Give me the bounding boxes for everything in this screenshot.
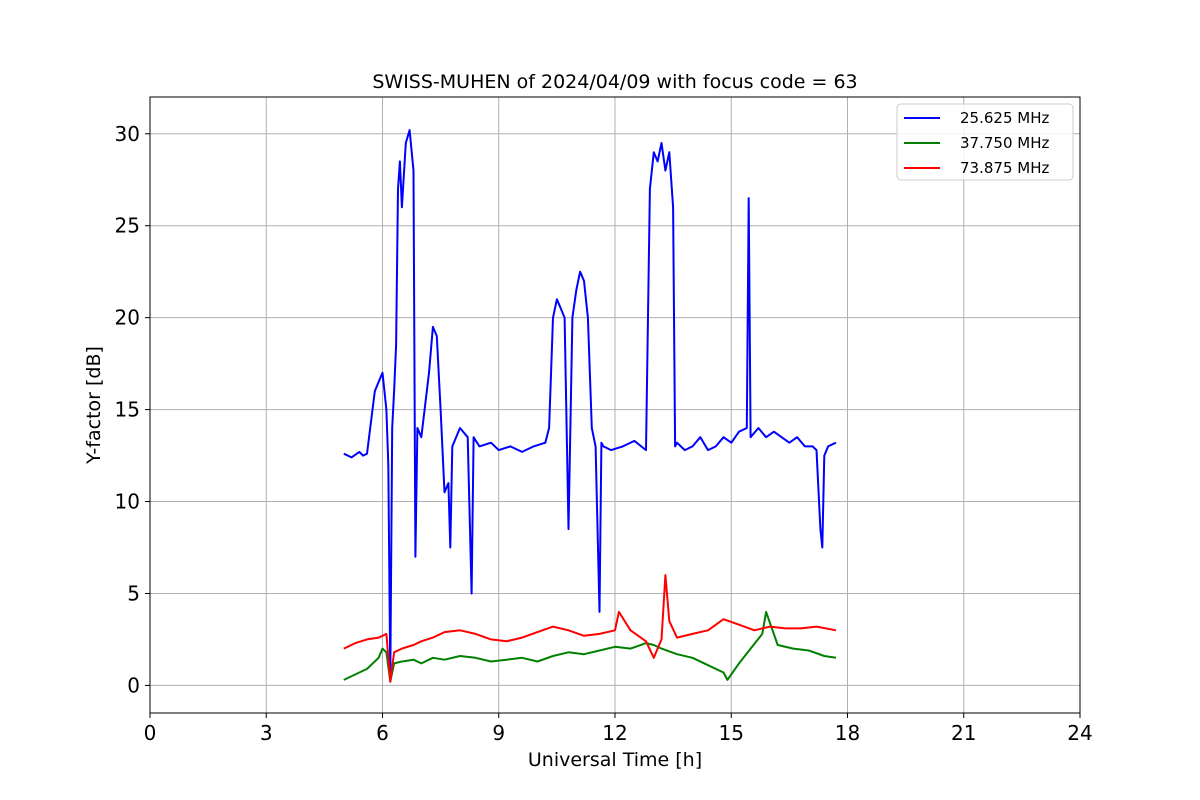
series-line-1 bbox=[343, 610, 837, 683]
x-tick-label: 24 bbox=[1067, 721, 1092, 745]
y-tick-label: 0 bbox=[127, 673, 140, 697]
series-line-0 bbox=[343, 129, 837, 678]
y-tick-label: 25 bbox=[115, 214, 140, 238]
x-tick-label: 6 bbox=[376, 721, 389, 745]
chart-title: SWISS-MUHEN of 2024/04/09 with focus cod… bbox=[372, 71, 857, 93]
y-tick-label: 10 bbox=[115, 490, 140, 514]
y-axis-label: Y-factor [dB] bbox=[83, 346, 105, 465]
x-axis-label: Universal Time [h] bbox=[528, 749, 702, 771]
legend: 25.625 MHz 37.750 MHz 73.875 MHz bbox=[896, 103, 1074, 181]
series-lines bbox=[343, 129, 837, 683]
x-tick-label: 0 bbox=[144, 721, 157, 745]
legend-box bbox=[896, 103, 1074, 181]
x-tick-label: 3 bbox=[260, 721, 273, 745]
legend-label: 37.750 MHz bbox=[960, 134, 1049, 152]
x-tick-label: 12 bbox=[602, 721, 627, 745]
y-tick-label: 5 bbox=[127, 581, 140, 605]
y-tick-label: 30 bbox=[115, 122, 140, 146]
axis-ticks: 0 3 6 9 12 15 18 21 24 0 5 10 15 20 25 30 bbox=[115, 122, 1093, 745]
y-tick-label: 20 bbox=[115, 306, 140, 330]
x-tick-label: 18 bbox=[835, 721, 860, 745]
legend-label: 73.875 MHz bbox=[960, 159, 1049, 177]
series-line-2 bbox=[343, 574, 837, 683]
x-tick-label: 21 bbox=[951, 721, 976, 745]
x-tick-label: 9 bbox=[492, 721, 505, 745]
y-tick-label: 15 bbox=[115, 398, 140, 422]
x-tick-label: 15 bbox=[719, 721, 744, 745]
legend-label: 25.625 MHz bbox=[960, 109, 1049, 127]
grid bbox=[149, 97, 1081, 713]
